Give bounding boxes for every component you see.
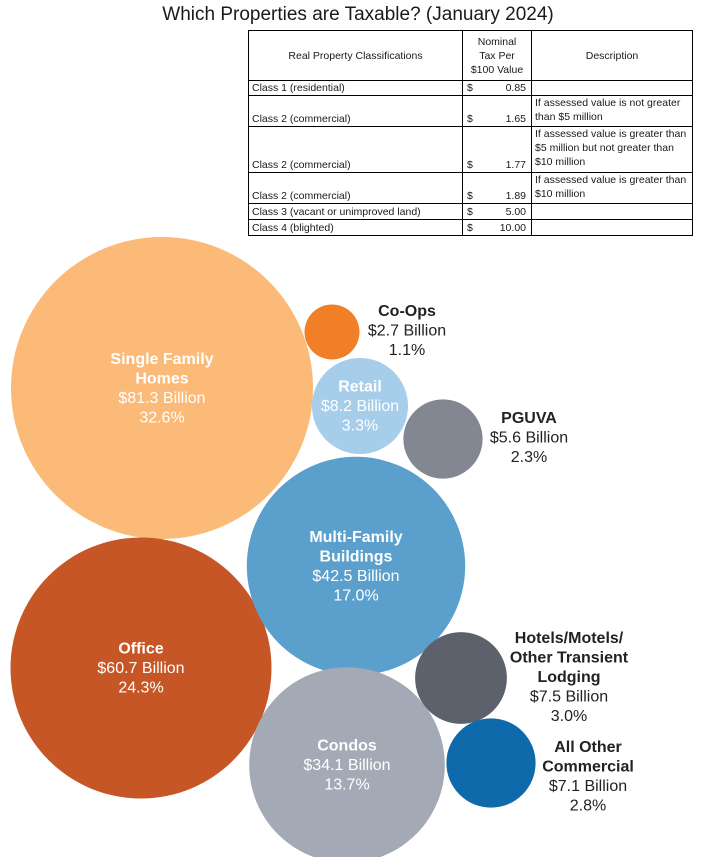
bubble-single-family-homes — [11, 237, 313, 539]
bubble-value-hotels-motels-other-transient-lodging: $7.5 Billion — [530, 689, 608, 706]
bubble-percent-condos: 13.7% — [324, 777, 369, 794]
bubble-name-all-other-commercial: All Other Commercial — [542, 739, 634, 776]
bubble-pguva — [403, 399, 483, 479]
header-rate-line3: $100 Value — [470, 63, 524, 76]
bubble-value-office: $60.7 Billion — [97, 660, 184, 677]
currency-symbol: $ — [467, 222, 473, 234]
row-description: If assessed value is greater than $10 mi… — [531, 172, 693, 204]
chart-title: Which Properties are Taxable? (January 2… — [162, 4, 554, 25]
rate-value: 1.77 — [505, 159, 526, 171]
row-description: If assessed value is greater than $5 mil… — [531, 126, 693, 173]
rate-value: 1.89 — [505, 190, 526, 202]
bubble-condos — [249, 667, 445, 857]
bubble-percent-multi-family-buildings: 17.0% — [333, 587, 378, 604]
rate-value: 0.85 — [505, 82, 526, 94]
bubble-name-condos: Condos — [317, 738, 377, 755]
tax-rate-table: Real Property Classifications Nominal Ta… — [248, 30, 693, 236]
bubble-name-hotels-motels-other-transient-lodging: Hotels/Motels/Other Transient Lodging — [510, 630, 629, 686]
currency-symbol: $ — [467, 206, 473, 218]
bubble-name-multi-family-buildings: Multi-Family Buildings — [309, 529, 402, 566]
row-rate: $10.00 — [462, 219, 532, 236]
bubble-hotels-motels-other-transient-lodging — [415, 632, 507, 724]
bubble-value-pguva: $5.6 Billion — [490, 430, 568, 447]
bubble-value-co-ops: $2.7 Billion — [368, 323, 446, 340]
bubble-value-condos: $34.1 Billion — [303, 757, 390, 774]
table-row: Class 2 (commercial) $1.89 If assessed v… — [248, 172, 693, 204]
table-row: Class 2 (commercial) $1.77 If assessed v… — [248, 126, 693, 173]
currency-symbol: $ — [467, 113, 473, 125]
header-rate: Nominal Tax Per $100 Value — [462, 30, 532, 81]
row-classification: Class 2 (commercial) — [248, 172, 463, 204]
table-row: Class 2 (commercial) $1.65 If assessed v… — [248, 95, 693, 127]
bubble-percent-co-ops: 1.1% — [389, 342, 425, 359]
bubble-name-co-ops: Co-Ops — [378, 303, 436, 320]
rate-value: 10.00 — [499, 222, 526, 234]
row-rate: $1.65 — [462, 95, 532, 127]
bubble-retail — [312, 358, 408, 454]
bubble-percent-office: 24.3% — [118, 680, 163, 697]
rate-value: 5.00 — [505, 206, 526, 218]
header-description: Description — [531, 30, 693, 81]
bubble-name-retail: Retail — [338, 379, 382, 396]
header-rate-line2: Tax Per — [479, 49, 515, 62]
row-classification: Class 4 (blighted) — [248, 219, 463, 236]
bubble-percent-hotels-motels-other-transient-lodging: 3.0% — [551, 708, 587, 725]
bubble-name-pguva: PGUVA — [501, 410, 557, 427]
bubble-value-single-family-homes: $81.3 Billion — [118, 390, 205, 407]
bubble-multi-family-buildings — [246, 456, 466, 676]
bubble-name-single-family-homes: Single Family Homes — [110, 351, 213, 388]
bubble-percent-single-family-homes: 32.6% — [139, 409, 184, 426]
bubble-percent-retail: 3.3% — [342, 418, 378, 435]
rate-value: 1.65 — [505, 113, 526, 125]
bubble-percent-all-other-commercial: 2.8% — [570, 798, 606, 815]
row-classification: Class 1 (residential) — [248, 80, 463, 96]
bubble-all-other-commercial — [446, 718, 536, 808]
row-rate: $1.77 — [462, 126, 532, 173]
table-header-row: Real Property Classifications Nominal Ta… — [248, 30, 693, 81]
bubble-value-all-other-commercial: $7.1 Billion — [549, 778, 627, 795]
header-rate-line1: Nominal — [477, 35, 517, 48]
bubble-office — [10, 537, 272, 799]
bubble-value-multi-family-buildings: $42.5 Billion — [312, 568, 399, 585]
bubble-name-office: Office — [118, 641, 163, 658]
row-classification: Class 2 (commercial) — [248, 95, 463, 127]
header-classification: Real Property Classifications — [248, 30, 463, 81]
row-description — [531, 219, 693, 236]
currency-symbol: $ — [467, 190, 473, 202]
currency-symbol: $ — [467, 82, 473, 94]
table-row: Class 4 (blighted) $10.00 — [248, 219, 693, 236]
currency-symbol: $ — [467, 159, 473, 171]
bubble-value-retail: $8.2 Billion — [321, 398, 399, 415]
bubble-percent-pguva: 2.3% — [511, 449, 547, 466]
row-description: If assessed value is not greater than $5… — [531, 95, 693, 127]
bubble-co-ops — [304, 304, 360, 360]
row-classification: Class 2 (commercial) — [248, 126, 463, 173]
